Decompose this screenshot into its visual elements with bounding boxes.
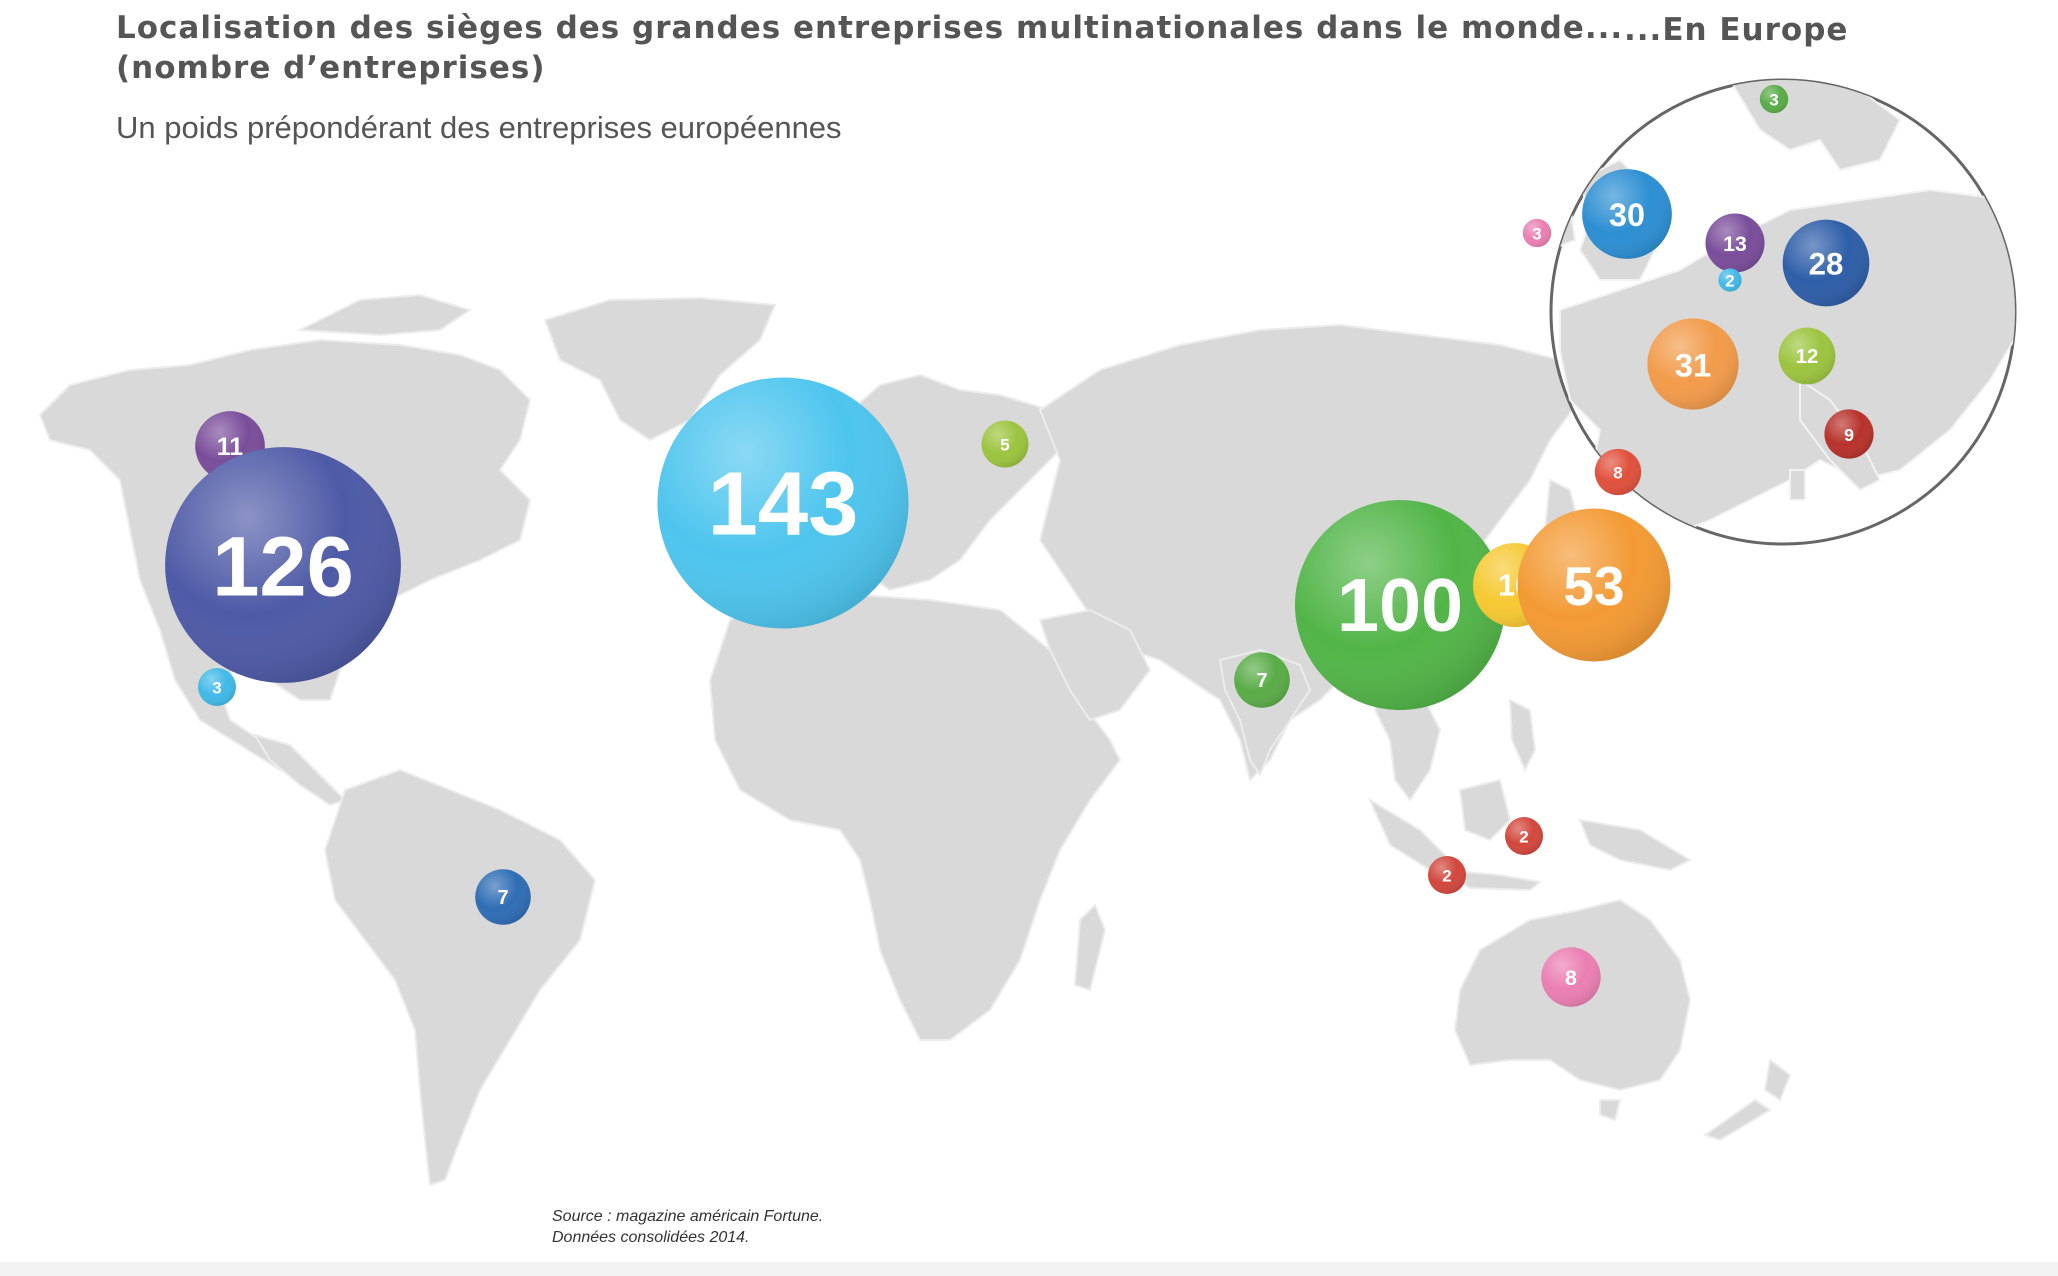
new-zealand-south-shape bbox=[1702, 1098, 1772, 1142]
marker-shine bbox=[1824, 409, 1874, 459]
marker-bubble: 53 bbox=[1517, 508, 1671, 662]
marker-label: 30 bbox=[1609, 197, 1645, 233]
chart-title: Localisation des sièges des grandes entr… bbox=[116, 10, 1624, 46]
source-date-line: Données consolidées 2014. bbox=[552, 1229, 750, 1246]
marker-label: 5 bbox=[1000, 436, 1009, 455]
marker-shine bbox=[1582, 169, 1672, 259]
marker-bubble: 28 bbox=[1782, 219, 1870, 307]
tasmania-shape bbox=[1599, 1099, 1622, 1122]
source-note: Source : magazine américain Fortune. Don… bbox=[552, 1206, 823, 1248]
marker-label: 2 bbox=[1442, 867, 1451, 886]
marker-bubble: 8 bbox=[1541, 947, 1601, 1007]
marker-label: 143 bbox=[708, 454, 859, 555]
marker-bubble: 126 bbox=[165, 447, 401, 683]
marker-bubble: 30 bbox=[1582, 169, 1672, 259]
marker-bubble: 12 bbox=[1778, 327, 1836, 385]
marker-label: 100 bbox=[1337, 564, 1463, 648]
marker-shine bbox=[1517, 508, 1671, 662]
marker-label: 8 bbox=[1565, 966, 1577, 990]
marker-bubble: 7 bbox=[475, 869, 531, 925]
madagascar-shape bbox=[1073, 903, 1107, 992]
marker-label: 13 bbox=[1723, 232, 1747, 256]
marker-label: 9 bbox=[1844, 425, 1854, 445]
marker-label: 2 bbox=[1725, 272, 1734, 291]
marker-bubble: 100 bbox=[1295, 500, 1505, 710]
marker-bubble: 9 bbox=[1824, 409, 1874, 459]
marker-bubble: 13 bbox=[1705, 213, 1765, 273]
marker-label: 2 bbox=[1519, 828, 1528, 847]
inset-corsica-shape bbox=[1789, 469, 1806, 501]
marker-shine bbox=[1718, 268, 1742, 292]
marker-bubble: 8 bbox=[1594, 448, 1642, 496]
source-line: Source : magazine américain Fortune. bbox=[552, 1208, 824, 1225]
marker-shine bbox=[1778, 327, 1836, 385]
marker-shine bbox=[475, 869, 531, 925]
marker-label: 126 bbox=[212, 519, 354, 614]
marker-bubble: 5 bbox=[981, 420, 1029, 468]
marker-label: 7 bbox=[497, 887, 508, 909]
marker-bubble: 7 bbox=[1234, 652, 1290, 708]
marker-label: 7 bbox=[1256, 670, 1267, 692]
marker-bubble: 3 bbox=[1759, 84, 1789, 114]
marker-bubble: 31 bbox=[1647, 318, 1739, 410]
marker-label: 53 bbox=[1563, 555, 1624, 617]
marker-shine bbox=[1295, 500, 1505, 710]
africa-shape bbox=[708, 588, 1122, 1041]
marker-label: 28 bbox=[1809, 247, 1844, 282]
marker-label: 12 bbox=[1796, 346, 1819, 368]
marker-shine bbox=[1594, 448, 1642, 496]
marker-bubble: 3 bbox=[1522, 218, 1552, 248]
marker-shine bbox=[981, 420, 1029, 468]
marker-label: 3 bbox=[1532, 225, 1541, 244]
new-guinea-shape bbox=[1578, 818, 1693, 872]
marker-label: 31 bbox=[1675, 347, 1712, 384]
marker-bubble: 3 bbox=[198, 668, 236, 706]
europe-bubbles: 3 3 30 13 2 28 31 12 9 8 bbox=[1522, 84, 1874, 496]
europe-inset-title: ...En Europe bbox=[1624, 12, 1849, 48]
marker-shine bbox=[1234, 652, 1290, 708]
marker-bubble: 2 bbox=[1428, 856, 1466, 894]
chart-subtitle: Un poids prépondérant des entreprises eu… bbox=[116, 110, 842, 145]
bottom-strip bbox=[0, 1262, 2058, 1276]
marker-label: 3 bbox=[212, 679, 221, 698]
marker-bubble: 143 bbox=[657, 377, 909, 629]
marker-shine bbox=[198, 668, 236, 706]
marker-shine bbox=[657, 377, 909, 629]
new-zealand-shape bbox=[1763, 1058, 1792, 1102]
chart-title-unit: (nombre d’entreprises) bbox=[116, 50, 546, 86]
marker-label: 3 bbox=[1769, 91, 1778, 110]
greenland-shape bbox=[543, 296, 777, 442]
marker-shine bbox=[1505, 817, 1543, 855]
borneo-shape bbox=[1458, 778, 1512, 842]
marker-label: 8 bbox=[1613, 464, 1622, 483]
arctic-islands-shape bbox=[296, 293, 473, 337]
central-america-shape bbox=[252, 733, 347, 807]
marker-shine bbox=[1647, 318, 1739, 410]
philippines-shape bbox=[1508, 698, 1537, 773]
marker-shine bbox=[165, 447, 401, 683]
marker-shine bbox=[1759, 84, 1789, 114]
marker-shine bbox=[1541, 947, 1601, 1007]
marker-shine bbox=[1705, 213, 1765, 273]
arabia-shape bbox=[1038, 608, 1152, 722]
south-america-shape bbox=[323, 768, 597, 1187]
marker-shine bbox=[1428, 856, 1466, 894]
marker-bubble: 2 bbox=[1718, 268, 1742, 292]
marker-shine bbox=[1782, 219, 1870, 307]
world-landmass bbox=[38, 293, 1792, 1187]
marker-bubble: 2 bbox=[1505, 817, 1543, 855]
marker-shine bbox=[1522, 218, 1552, 248]
